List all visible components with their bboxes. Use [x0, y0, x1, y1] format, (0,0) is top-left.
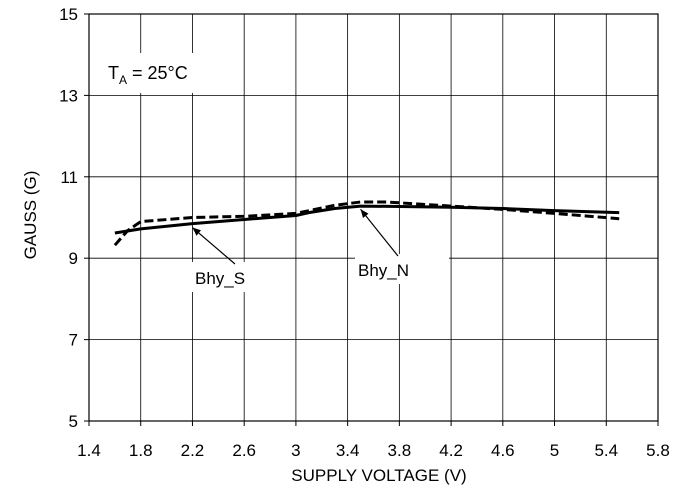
y-tick-label: 9 — [69, 249, 78, 268]
svg-text:TA = 25°C: TA = 25°C — [108, 63, 188, 87]
x-tick-label: 2.6 — [232, 441, 256, 460]
annotation-rest: = 25°C — [127, 63, 188, 83]
series-callouts: Bhy_S Bhy_N — [192, 208, 449, 292]
x-tick-labels: 1.4 1.8 2.2 2.6 3 3.4 3.8 4.2 4.6 5 5.4 5.8 — [77, 421, 670, 460]
x-tick-label: 3.4 — [336, 441, 360, 460]
callout-leader — [192, 227, 236, 265]
x-tick-label: 1.8 — [129, 441, 153, 460]
y-tick-label: 11 — [60, 168, 78, 187]
y-axis-label: GAUSS (G) — [21, 171, 40, 260]
plot-frame — [88, 13, 659, 422]
y-tick-label: 13 — [59, 86, 78, 105]
x-tick-label: 5 — [550, 441, 559, 460]
y-tick-label: 15 — [59, 5, 78, 24]
series-line-bhy-n — [113, 200, 620, 247]
x-tick-label: 2.2 — [181, 441, 205, 460]
x-tick-label: 1.4 — [77, 441, 101, 460]
x-tick-label: 4.6 — [491, 441, 515, 460]
annotation-main: T — [108, 63, 119, 83]
series-lines — [113, 200, 620, 247]
temperature-annotation: TA = 25°C — [104, 53, 224, 93]
series-label-bhy-n: Bhy_N — [358, 261, 409, 280]
callout-arrowhead — [192, 227, 201, 236]
callout-leader — [360, 208, 399, 257]
y-tick-labels: 5 7 9 11 13 15 — [59, 5, 89, 431]
x-tick-label: 4.2 — [439, 441, 463, 460]
x-axis-label: SUPPLY VOLTAGE (V) — [291, 466, 466, 485]
x-tick-label: 3.8 — [388, 441, 412, 460]
annotation-subscript: A — [119, 73, 127, 87]
callout-label-bg — [355, 254, 449, 284]
x-tick-label: 5.4 — [594, 441, 618, 460]
x-tick-label: 3 — [291, 441, 300, 460]
callout-arrowhead — [360, 209, 369, 218]
y-tick-label: 7 — [69, 331, 78, 350]
callout-label-bg — [192, 262, 268, 292]
series-line-bhy-s — [114, 204, 620, 235]
series-label-bhy-s: Bhy_S — [195, 269, 245, 288]
y-tick-label: 5 — [69, 412, 78, 431]
x-tick-label: 5.8 — [646, 441, 670, 460]
